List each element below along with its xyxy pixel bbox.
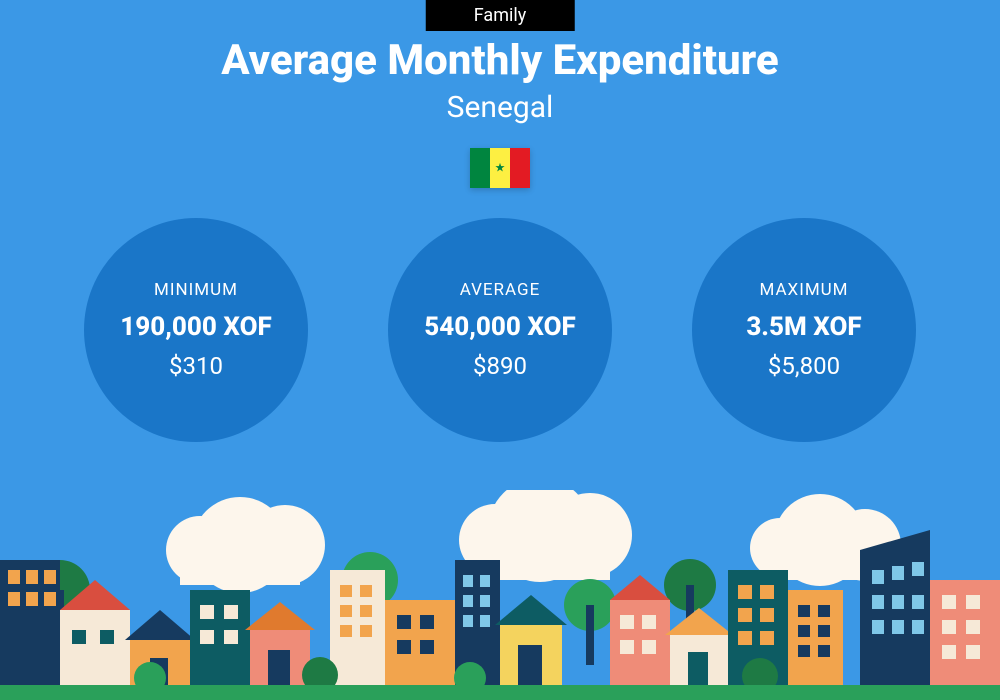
stat-label: MINIMUM	[154, 280, 238, 300]
flag-stripe-1	[470, 148, 490, 188]
category-badge: Family	[426, 0, 575, 31]
flag-star-icon: ★	[495, 161, 506, 173]
stat-value-usd: $5,800	[768, 352, 840, 380]
stat-value-local: 190,000 XOF	[120, 312, 272, 342]
country-flag: ★	[470, 148, 530, 188]
stats-row: MINIMUM 190,000 XOF $310 AVERAGE 540,000…	[0, 218, 1000, 442]
page-title: Average Monthly Expenditure	[0, 36, 1000, 85]
flag-stripe-3	[510, 148, 530, 188]
stat-value-local: 540,000 XOF	[424, 312, 576, 342]
stat-label: MAXIMUM	[759, 280, 848, 300]
category-badge-label: Family	[474, 5, 527, 26]
stat-circle-minimum: MINIMUM 190,000 XOF $310	[84, 218, 308, 442]
page-subtitle: Senegal	[0, 90, 1000, 125]
stat-value-usd: $890	[473, 352, 527, 380]
stat-label: AVERAGE	[460, 280, 541, 300]
stat-circle-average: AVERAGE 540,000 XOF $890	[388, 218, 612, 442]
cityscape-illustration	[0, 490, 1000, 700]
stat-value-usd: $310	[169, 352, 223, 380]
stat-circle-maximum: MAXIMUM 3.5M XOF $5,800	[692, 218, 916, 442]
flag-stripe-2: ★	[490, 148, 510, 188]
infographic-canvas: Family Average Monthly Expenditure Seneg…	[0, 0, 1000, 700]
stat-value-local: 3.5M XOF	[746, 312, 861, 342]
